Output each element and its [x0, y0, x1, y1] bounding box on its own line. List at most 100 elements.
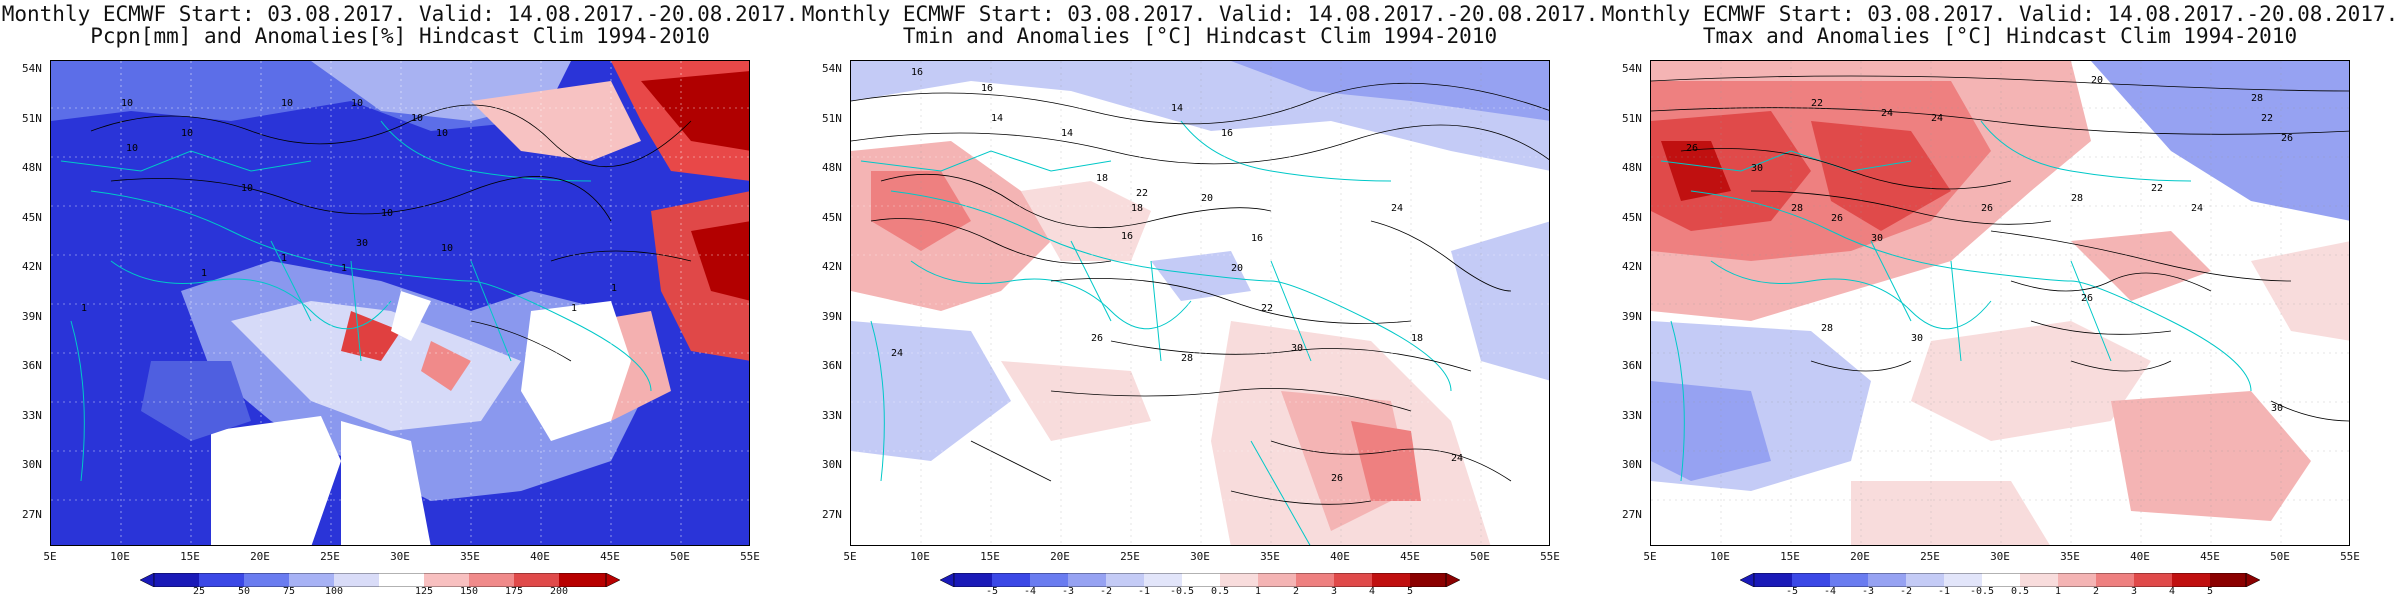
- contour-label: 18: [1096, 173, 1108, 184]
- longitude-label: 10E: [1710, 550, 1730, 563]
- contour-label: 30: [2271, 403, 2283, 414]
- longitude-label: 25E: [1120, 550, 1140, 563]
- contour-label: 22: [2261, 113, 2273, 124]
- contour-label: 24: [1881, 108, 1893, 119]
- colorbar-tick: -5: [1785, 586, 1799, 597]
- colorbar: [139, 572, 621, 588]
- contour-label: 30: [1751, 163, 1763, 174]
- contour-label: 24: [2191, 203, 2203, 214]
- latitude-label: 48N: [22, 161, 42, 175]
- precipitation-map: 10 10 10 10 10 10 10 10 1 1 1 1 1 1 30 1…: [50, 60, 750, 546]
- longitude-label: 45E: [1400, 550, 1420, 563]
- contour-label: 28: [2071, 193, 2083, 204]
- latitude-label: 39N: [22, 309, 42, 323]
- longitude-label: 55E: [1540, 550, 1560, 563]
- longitude-label: 55E: [740, 550, 760, 563]
- colorbar-tick: 100: [324, 586, 344, 597]
- colorbar-tick: 3: [1330, 586, 1338, 597]
- longitude-label: 20E: [250, 550, 270, 563]
- tmax-panel: Monthly ECMWF Start: 03.08.2017. Valid: …: [1600, 0, 2400, 600]
- contour-label: 28: [1791, 203, 1803, 214]
- contour-label: 22: [2151, 183, 2163, 194]
- latitude-label: 36N: [22, 359, 42, 373]
- contour-label: 30: [1291, 343, 1303, 354]
- contour-label: 30: [356, 238, 368, 249]
- latitude-label: 27N: [822, 508, 842, 521]
- colorbar-tick: 4: [1368, 586, 1376, 597]
- longitude-label: 15E: [180, 550, 200, 563]
- contour-label: 14: [1171, 103, 1183, 114]
- contour-label: 10: [436, 128, 448, 139]
- latitude-label: 45N: [822, 210, 842, 224]
- longitude-label: 55E: [2340, 550, 2360, 563]
- contour-label: 22: [1136, 188, 1148, 199]
- colorbar-tick: 1: [1254, 586, 1262, 597]
- contour-label: 1: [81, 303, 87, 314]
- colorbar-tick: 125: [414, 586, 434, 597]
- longitude-label: 20E: [1850, 550, 1870, 563]
- colorbar-tick: 0.5: [2010, 586, 2030, 597]
- latitude-label: 39N: [1622, 309, 1642, 323]
- latitude-label: 30N: [822, 458, 842, 472]
- longitude-label: 25E: [320, 550, 340, 563]
- colorbar-tick: 1: [2054, 586, 2062, 597]
- contour-label: 16: [1221, 128, 1233, 139]
- colorbar-tick: -3: [1861, 586, 1875, 597]
- latitude-label: 33N: [22, 408, 42, 422]
- contour-label: 14: [991, 113, 1003, 124]
- longitude-label: 30E: [1990, 550, 2010, 563]
- latitude-label: 54N: [1622, 62, 1642, 75]
- longitude-label: 5E: [43, 550, 57, 563]
- colorbar-tick: -4: [1023, 586, 1037, 597]
- contour-label: 18: [1131, 203, 1143, 214]
- longitude-label: 25E: [1920, 550, 1940, 563]
- longitude-label: 5E: [843, 550, 857, 563]
- contour-label: 10: [121, 98, 133, 109]
- colorbar-tick: 175: [504, 586, 524, 597]
- colorbar-tick: 5: [1406, 586, 1414, 597]
- latitude-label: 42N: [822, 260, 842, 274]
- latitude-label: 42N: [22, 260, 42, 274]
- panel-title-line1: Monthly ECMWF Start: 03.08.2017. Valid: …: [1601, 2, 2399, 26]
- latitude-label: 42N: [1622, 260, 1642, 274]
- longitude-label: 30E: [390, 550, 410, 563]
- colorbar-tick: -2: [1899, 586, 1913, 597]
- panel-title-line2: Tmin and Anomalies [°C] Hindcast Clim 19…: [902, 24, 1498, 48]
- panel-title-line1: Monthly ECMWF Start: 03.08.2017. Valid: …: [801, 2, 1599, 26]
- contour-label: 26: [1831, 213, 1843, 224]
- latitude-label: 45N: [1622, 210, 1642, 224]
- latitude-label: 54N: [822, 62, 842, 75]
- panel-title-line2: Tmax and Anomalies [°C] Hindcast Clim 19…: [1702, 24, 2298, 48]
- contour-label: 10: [381, 208, 393, 219]
- contour-label: 1: [201, 268, 207, 279]
- latitude-label: 39N: [822, 309, 842, 323]
- latitude-label: 48N: [1622, 161, 1642, 175]
- longitude-label: 5E: [1643, 550, 1657, 563]
- colorbar-tick: 50: [237, 586, 251, 597]
- panel-title-line1: Monthly ECMWF Start: 03.08.2017. Valid: …: [1, 2, 799, 26]
- contour-label: 24: [1451, 453, 1463, 464]
- contour-label: 26: [1091, 333, 1103, 344]
- colorbar-tick: 2: [1292, 586, 1300, 597]
- latitude-label: 33N: [822, 408, 842, 422]
- contour-label: 26: [2281, 133, 2293, 144]
- latitude-label: 30N: [22, 458, 42, 472]
- contour-label: 26: [1686, 143, 1698, 154]
- colorbar-tick: 0.5: [1210, 586, 1230, 597]
- contour-label: 24: [1931, 113, 1943, 124]
- longitude-label: 10E: [110, 550, 130, 563]
- latitude-label: 27N: [1622, 508, 1642, 521]
- longitude-label: 15E: [1780, 550, 1800, 563]
- colorbar-tick: -1: [1137, 586, 1151, 597]
- colorbar-tick: -0.5: [1169, 586, 1195, 597]
- contour-label: 26: [1331, 473, 1343, 484]
- contour-label: 16: [1251, 233, 1263, 244]
- contour-label: 10: [241, 183, 253, 194]
- contour-label: 22: [1811, 98, 1823, 109]
- colorbar-tick: 25: [192, 586, 206, 597]
- contour-label: 1: [571, 303, 577, 314]
- contour-label: 28: [1181, 353, 1193, 364]
- contour-label: 10: [351, 98, 363, 109]
- latitude-label: 33N: [1622, 408, 1642, 422]
- colorbar-tick: -1: [1937, 586, 1951, 597]
